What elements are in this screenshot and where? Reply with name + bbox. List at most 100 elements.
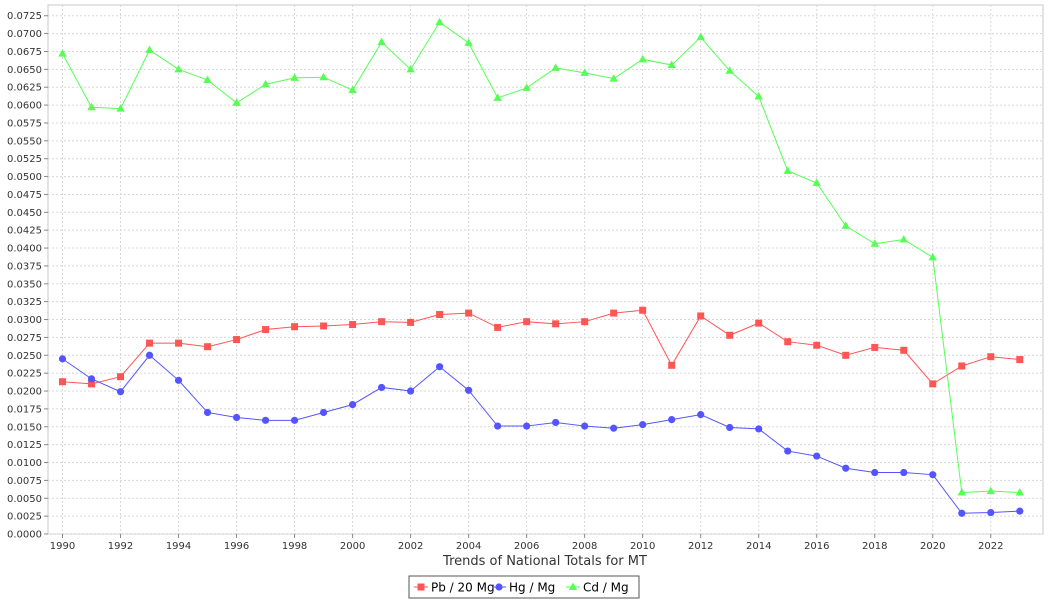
data-point-triangle — [290, 73, 299, 81]
data-point-triangle — [87, 102, 96, 111]
y-tick-label: 0.0375 — [7, 261, 42, 272]
data-point-circle — [726, 423, 734, 432]
data-point-square — [291, 323, 299, 331]
x-axis: 1990 1992 1994 1996 1998 2000 2002 2004 2006 2008… — [50, 534, 1004, 552]
data-point-circle — [784, 447, 792, 455]
data-point-square — [842, 351, 850, 359]
data-point-square — [320, 322, 328, 330]
data-point-triangle — [841, 221, 850, 229]
x-tick-label: 2002 — [398, 541, 423, 552]
data-point-triangle — [406, 64, 415, 73]
y-tick-label: 0.0400 — [7, 244, 42, 255]
data-point-circle — [407, 387, 415, 395]
data-point-circle — [261, 416, 270, 424]
data-point-triangle — [638, 54, 647, 63]
data-point-triangle — [580, 68, 589, 76]
data-point-circle — [900, 468, 908, 477]
x-tick-label: 2018 — [862, 541, 887, 552]
data-point-triangle — [261, 79, 270, 88]
data-point-square — [958, 362, 966, 370]
data-point-triangle — [551, 63, 560, 71]
data-point-triangle — [493, 93, 502, 101]
data-point-circle — [87, 375, 96, 383]
data-point-triangle — [928, 252, 937, 261]
y-tick-label: 0.0275 — [7, 333, 42, 344]
data-point-triangle — [464, 38, 473, 46]
data-point-triangle — [812, 178, 821, 187]
data-point-circle — [174, 376, 183, 384]
data-point-circle — [348, 401, 357, 409]
data-point-square — [523, 318, 531, 326]
y-axis: 0.0000 0.0025 0.0050 0.0075 0.0100 0.0125 0.01… — [7, 11, 48, 541]
data-point-square — [813, 341, 821, 349]
data-point-square — [784, 338, 792, 346]
data-point-circle — [842, 464, 850, 472]
series-line — [62, 21, 1020, 494]
data-point-circle — [987, 508, 995, 517]
data-point-triangle — [58, 49, 67, 57]
data-point-triangle — [899, 234, 908, 243]
data-point-square — [639, 306, 647, 314]
x-tick-label: 2014 — [746, 541, 771, 552]
y-tick-label: 0.0450 — [7, 208, 42, 219]
y-tick-label: 0.0650 — [7, 65, 42, 76]
data-point-circle — [290, 416, 299, 424]
data-point-square — [204, 343, 212, 351]
data-point-triangle — [174, 64, 183, 73]
y-tick-label: 0.0550 — [7, 136, 42, 147]
data-point-circle — [145, 351, 154, 359]
data-point-square — [871, 343, 879, 351]
data-point-triangle — [870, 239, 879, 247]
y-tick-label: 0.0350 — [7, 279, 42, 290]
data-point-triangle — [348, 85, 357, 94]
y-tick-label: 0.0175 — [7, 404, 42, 415]
y-tick-label: 0.0500 — [7, 172, 42, 183]
data-point-triangle — [522, 83, 531, 91]
series-1 — [59, 306, 1024, 388]
data-point-circle — [1016, 507, 1024, 515]
data-point-square — [900, 346, 908, 354]
data-point-circle — [871, 468, 879, 477]
legend-label: Hg / Mg — [509, 581, 555, 595]
data-point-circle — [465, 386, 473, 394]
data-point-triangle — [145, 45, 154, 54]
data-point-circle — [494, 422, 502, 430]
data-point-square — [668, 361, 676, 369]
data-point-triangle — [986, 486, 995, 495]
y-tick-label: 0.0100 — [7, 458, 42, 469]
x-tick-label: 2012 — [688, 541, 713, 552]
x-tick-label: 2004 — [456, 541, 481, 552]
data-point-square — [494, 323, 502, 331]
data-point-circle — [610, 424, 618, 432]
legend-marker — [495, 583, 503, 591]
data-point-triangle — [725, 66, 734, 74]
y-tick-label: 0.0000 — [7, 530, 42, 541]
data-point-square — [262, 326, 270, 334]
data-point-square — [117, 373, 125, 381]
data-point-square — [929, 380, 937, 388]
x-tick-label: 2016 — [804, 541, 829, 552]
y-tick-label: 0.0625 — [7, 83, 42, 94]
legend-label: Pb / 20 Mg — [431, 581, 495, 595]
data-point-square — [987, 353, 995, 361]
legend-item: Cd / Mg — [566, 581, 629, 595]
y-tick-label: 0.0225 — [7, 369, 42, 380]
series-3 — [58, 17, 1024, 496]
y-tick-label: 0.0200 — [7, 387, 42, 398]
y-tick-label: 0.0700 — [7, 29, 42, 40]
data-point-circle — [203, 408, 212, 417]
x-tick-label: 1994 — [166, 541, 191, 552]
y-tick-label: 0.0025 — [7, 512, 42, 523]
y-tick-label: 0.0150 — [7, 422, 42, 433]
x-tick-label: 2006 — [514, 541, 539, 552]
data-point-triangle — [435, 17, 444, 26]
data-point-square — [1016, 356, 1024, 364]
data-point-circle — [58, 355, 67, 363]
y-tick-label: 0.0075 — [7, 476, 42, 487]
data-point-square — [175, 339, 183, 347]
data-point-square — [407, 318, 415, 326]
x-tick-label: 2010 — [630, 541, 655, 552]
y-tick-label: 0.0600 — [7, 101, 42, 112]
x-axis-title: Trends of National Totals for MT — [442, 554, 647, 569]
